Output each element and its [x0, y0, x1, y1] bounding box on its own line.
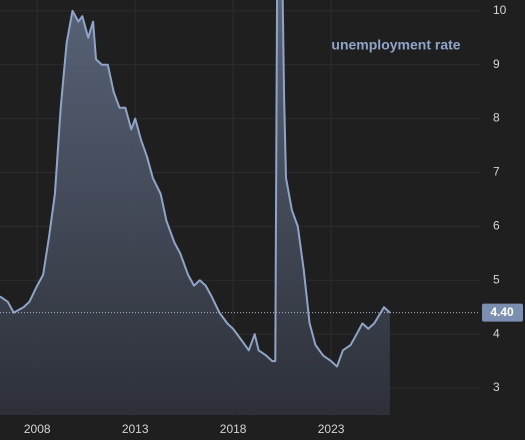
y-tick-label: 7 — [493, 165, 500, 179]
y-tick-label: 9 — [493, 57, 500, 71]
x-tick-label: 2008 — [24, 422, 51, 436]
line — [0, 0, 391, 368]
last-value-label: 4.40 — [490, 305, 514, 319]
plot-area — [0, 0, 480, 415]
y-tick-label: 10 — [493, 3, 507, 17]
chart-title: unemployment rate — [331, 37, 460, 53]
last-value-badge — [482, 303, 523, 322]
y-tick-label: 5 — [493, 272, 500, 286]
y-tick-label: 6 — [493, 219, 500, 233]
y-tick-label: 3 — [493, 380, 500, 394]
x-tick-label: 2013 — [122, 422, 149, 436]
y-tick-label: 8 — [493, 111, 500, 125]
y-tick-label: 4 — [493, 326, 500, 340]
x-tick-label: 2023 — [318, 422, 345, 436]
area — [0, 0, 390, 415]
x-tick-label: 2018 — [220, 422, 247, 436]
